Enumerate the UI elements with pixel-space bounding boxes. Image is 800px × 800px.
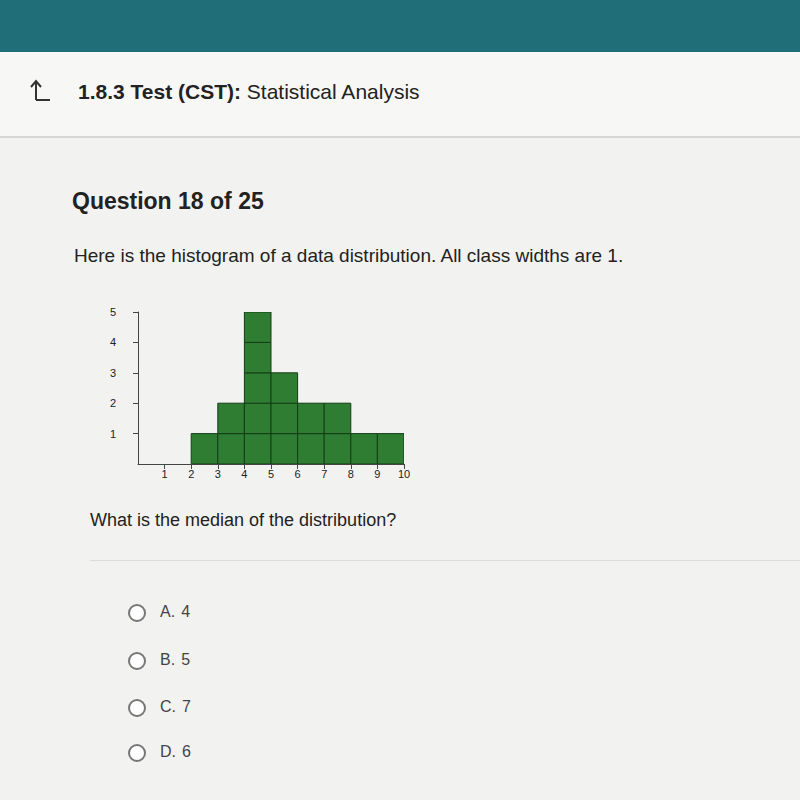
- svg-text:3: 3: [215, 468, 221, 480]
- svg-text:10: 10: [398, 468, 410, 480]
- svg-text:1: 1: [110, 428, 116, 440]
- html-text:C.: C.: [160, 698, 176, 715]
- svg-text:4: 4: [110, 336, 116, 348]
- svg-text:3: 3: [110, 367, 116, 379]
- html-text:Here is the histogram of a dat: Here is the histogram of a data distribu…: [74, 245, 624, 266]
- svg-text:1: 1: [162, 468, 168, 480]
- html-text:B. 5: B. 5: [160, 651, 190, 668]
- svg-text:8: 8: [348, 468, 354, 480]
- html-text:D.: D.: [160, 743, 176, 760]
- svg-text:5: 5: [110, 306, 116, 318]
- svg-text:2: 2: [188, 468, 194, 480]
- html-text:What is the median of the dist: What is the median of the distribution?: [90, 510, 397, 530]
- html-text:7: 7: [182, 698, 191, 715]
- svg-text:5: 5: [268, 468, 274, 480]
- html-text:Question 18 of 25: Question 18 of 25: [72, 188, 264, 214]
- html-text:1.8.3 Test (CST): Statistical: 1.8.3 Test (CST): Statistical Analysis: [78, 80, 420, 103]
- svg-text:9: 9: [374, 468, 380, 480]
- svg-text:2: 2: [110, 397, 116, 409]
- svg-text:4: 4: [241, 468, 247, 480]
- svg-text:6: 6: [295, 468, 301, 480]
- html-text:6: 6: [182, 743, 191, 760]
- html-text:A. 4: A. 4: [160, 603, 190, 620]
- svg-text:7: 7: [321, 468, 327, 480]
